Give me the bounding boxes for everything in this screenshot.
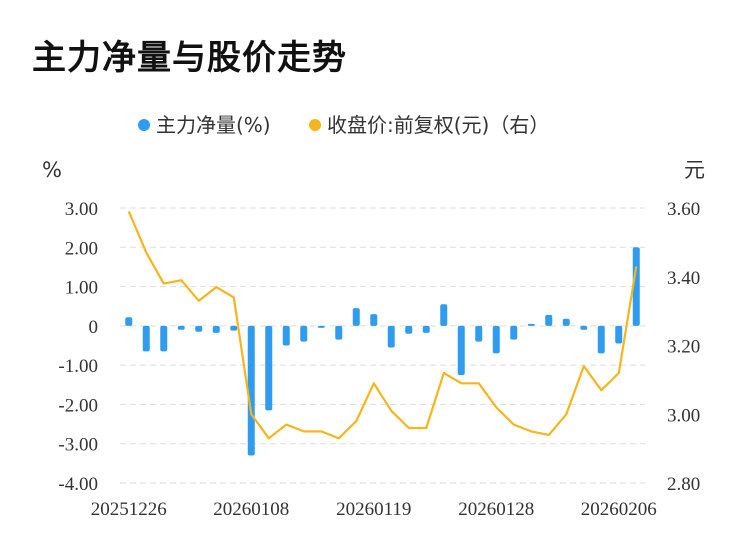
left-tick-label: 2.00	[65, 238, 98, 259]
bar	[615, 325, 623, 344]
grid	[120, 207, 645, 484]
bar	[160, 325, 168, 352]
bar	[440, 304, 448, 326]
x-axis: 20251226 20260108 20260119 20260128 20260206	[91, 499, 657, 520]
bar	[527, 323, 535, 326]
bar	[562, 318, 570, 326]
right-tick-label: 3.40	[667, 268, 700, 289]
bar	[352, 308, 360, 326]
left-tick-label: 3.00	[65, 199, 98, 220]
left-axis-unit: %	[42, 158, 62, 182]
bar	[405, 325, 413, 334]
bar	[282, 325, 290, 346]
bar	[195, 325, 203, 332]
left-tick-label: -3.00	[58, 435, 98, 456]
bar-series	[125, 247, 640, 456]
bar	[597, 325, 605, 354]
left-y-axis: 3.00 2.00 1.00 0 -1.00 -2.00 -3.00 -4.00	[58, 199, 98, 495]
bar	[545, 314, 553, 326]
bar	[177, 325, 185, 330]
bar	[370, 314, 378, 326]
bar	[475, 325, 483, 342]
bar	[317, 325, 325, 328]
right-y-axis: 3.60 3.40 3.20 3.00 2.80	[667, 199, 700, 495]
bar	[632, 247, 640, 326]
legend-line-marker	[309, 119, 321, 131]
right-tick-label: 2.80	[667, 474, 700, 495]
legend-bar-label: 主力净量(%)	[156, 113, 271, 137]
left-tick-label: -1.00	[58, 356, 98, 377]
bar	[492, 325, 500, 354]
x-tick-label: 20260108	[213, 499, 289, 520]
bar	[230, 325, 238, 331]
legend-bar-marker	[138, 119, 150, 131]
bar	[300, 325, 308, 342]
bar	[247, 325, 255, 456]
right-tick-label: 3.60	[667, 199, 700, 220]
bar	[125, 317, 133, 326]
bar	[422, 325, 430, 333]
bar	[580, 325, 588, 330]
left-tick-label: -4.00	[58, 474, 98, 495]
right-axis-unit: 元	[684, 158, 705, 182]
legend-line-label: 收盘价:前复权(元)（右）	[327, 113, 549, 137]
x-tick-label: 20260128	[458, 499, 534, 520]
bar	[387, 325, 395, 348]
x-tick-label: 20260119	[336, 499, 411, 520]
chart-title: 主力净量与股价走势	[32, 38, 347, 78]
left-tick-label: 1.00	[65, 278, 98, 299]
right-tick-label: 3.00	[667, 405, 700, 426]
line-series	[127, 210, 638, 440]
bar	[457, 325, 465, 375]
bar	[335, 325, 343, 340]
x-tick-label: 20260206	[581, 499, 657, 520]
price-line	[127, 210, 638, 440]
right-tick-label: 3.20	[667, 337, 700, 358]
left-tick-label: 0	[89, 317, 99, 338]
bar	[142, 325, 150, 352]
bar	[265, 325, 273, 411]
bar	[510, 325, 518, 340]
legend: 主力净量(%) 收盘价:前复权(元)（右）	[138, 113, 549, 137]
x-tick-label: 20251226	[91, 499, 167, 520]
bar	[212, 325, 220, 333]
left-tick-label: -2.00	[58, 395, 98, 416]
